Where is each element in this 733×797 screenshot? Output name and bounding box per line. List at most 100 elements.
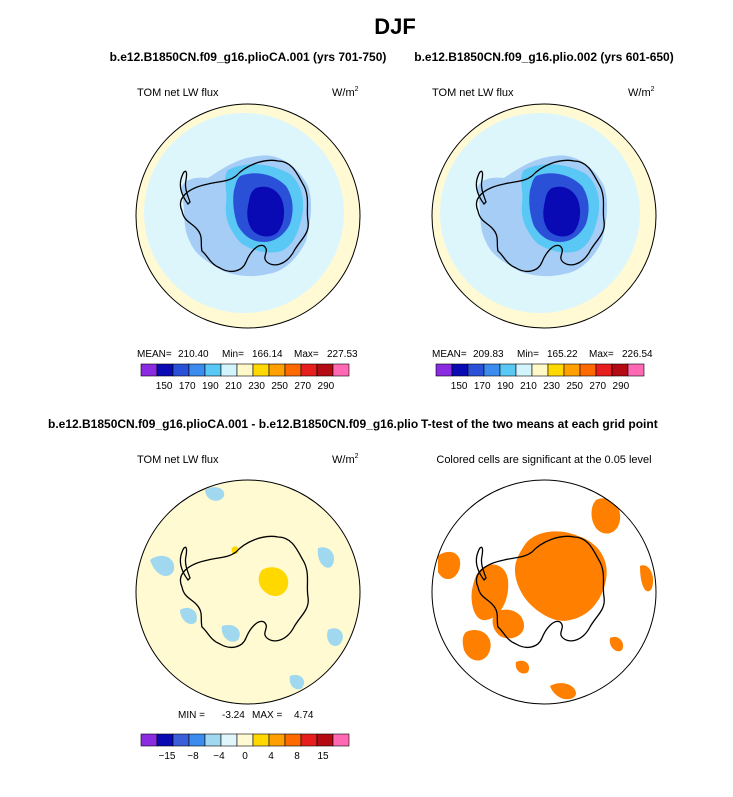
panel-d-significant-cells [438,498,654,700]
panel-c-colorbar-cell [204,733,222,747]
panel-b-variable: TOM net LW flux [432,87,514,99]
panel-d-sig-region [514,531,607,621]
panel-a-min: 166.14 [252,349,283,360]
panel-a-map-border [135,103,361,329]
panel-d-title: T-test of the two means at each grid poi… [421,417,658,431]
panel-c-positive-patches [231,546,289,597]
figure-title: DJF [374,14,416,39]
panel-c-pos-patch [258,567,289,597]
panel-d-sig-region [492,609,524,639]
panel-d: T-test of the two means at each grid poi… [418,415,668,705]
panel-a-colorbar-cell [204,363,222,377]
panel-a-colorbar: 150 170 190 210 230 250 270 290 [140,363,350,392]
panel-c-colorbar-cell [188,733,206,747]
panel-a: b.e12.B1850CN.f09_g16.plioCA.001 (yrs 70… [110,50,387,392]
panel-a-colorbar-cell [332,363,350,377]
panel-b-colorbar-cell [563,363,581,377]
panel-d-sig-region [515,660,530,674]
panel-c-colorbar-cell [172,733,190,747]
panel-a-min-label: Min= [222,349,244,360]
panel-a-colorbar-cell [220,363,238,377]
panel-c-neg-patch [289,674,305,690]
panel-a-colorbar-tick: 230 [248,381,265,392]
panel-b-stats: MEAN= 209.83 Min= 165.22 Max= 226.54 [432,349,653,360]
panel-c-colorbar-tick: 15 [317,751,329,762]
panel-d-sig-region [591,498,621,534]
panel-b-unit: W/m2 [628,86,655,99]
panel-c-variable: TOM net LW flux [137,454,219,466]
panel-b-contour-150 [543,186,581,237]
panel-b-colorbar: 150 170 190 210 230 250 270 290 [435,363,645,392]
panel-a-unit-exp: 2 [355,86,359,93]
panel-a-colorbar-cell [284,363,302,377]
panel-c-colorbar: −15 −8 −4 0 4 8 15 [140,733,350,762]
panel-a-colorbar-tick: 190 [202,381,219,392]
panel-c-title: b.e12.B1850CN.f09_g16.plioCA.001 - b.e12… [48,417,442,431]
panel-a-colorbar-cell [236,363,254,377]
panel-c-max-label: MAX = [252,710,282,721]
panel-a-colorbar-tick: 170 [179,381,196,392]
panel-b-max: 226.54 [622,349,653,360]
panel-c-neg-patch [221,624,240,642]
panel-b-title: b.e12.B1850CN.f09_g16.plio.002 (yrs 601-… [414,50,673,64]
panel-a-colorbar-cell [140,363,158,377]
panel-b-colorbar-cell [435,363,453,377]
panel-b-colorbar-cell [499,363,517,377]
panel-b-colorbar-tick: 210 [520,381,537,392]
panel-a-colorbar-cell [316,363,334,377]
panel-c-colorbar-tick: 8 [294,751,300,762]
panel-c-colorbar-cell [332,733,350,747]
panel-a-unit-base: W/m [332,87,355,99]
panel-c-colorbar-cell [284,733,302,747]
panel-a-colorbar-tick: 270 [294,381,311,392]
panel-a-colorbar-tick: 290 [318,381,335,392]
panel-d-sig-region [438,551,461,580]
panel-c-colorbar-cell [316,733,334,747]
panel-b-colorbar-cell [579,363,597,377]
panel-a-colorbar-cell [156,363,174,377]
panel-a-stats: MEAN= 210.40 Min= 166.14 Max= 227.53 [137,349,358,360]
panel-a-mean-label: MEAN= [137,349,172,360]
panel-a-mean: 210.40 [178,349,209,360]
panel-c-map [136,480,360,704]
panel-b-colorbar-tick: 150 [451,381,468,392]
panel-c-colorbar-tick: −15 [159,751,176,762]
panel-c-background [136,480,360,704]
panel-a-colorbar-cell [252,363,270,377]
panel-d-title-backdrop [418,415,668,433]
panel-c-colorbar-tick: −4 [213,751,225,762]
panel-b-colorbar-tick: 190 [497,381,514,392]
panel-b-colorbar-tick: 290 [613,381,630,392]
panel-b-colorbar-tick: 170 [474,381,491,392]
panel-b-colorbar-cell [515,363,533,377]
panel-c-colorbar-cell [220,733,238,747]
panel-c-colorbar-cell [268,733,286,747]
panel-d-map [432,480,656,704]
panel-b-colorbar-cell [627,363,645,377]
panel-c-colorbar-tick: 0 [242,751,248,762]
panel-d-sig-region [609,636,624,652]
panel-c-negative-patches [150,487,343,690]
panel-c-unit-base: W/m [332,454,355,466]
panel-c-unit-exp: 2 [355,453,359,460]
panel-a-colorbar-cell [188,363,206,377]
panel-c-neg-patch [317,547,335,568]
panel-c-map-border [135,479,361,705]
panel-a-variable: TOM net LW flux [137,87,219,99]
panel-c-neg-patch [150,555,175,576]
panel-c-min-label: MIN = [178,710,205,721]
panel-c-colorbar-cell [236,733,254,747]
panel-c-colorbar-tick: 4 [268,751,274,762]
panel-c-colorbar-cell [156,733,174,747]
panel-a-colorbar-cell [300,363,318,377]
panel-a-colorbar-tick: 250 [271,381,288,392]
panel-d-sig-region [550,683,576,700]
panel-c-min: -3.24 [222,710,245,721]
panel-b-map-border [431,103,657,329]
panel-a-colorbar-cell [268,363,286,377]
panel-b-colorbar-cell [595,363,613,377]
panel-b-mean: 209.83 [473,349,504,360]
panel-b-max-label: Max= [589,349,614,360]
panel-c-pos-patch [231,546,239,555]
panel-b-colorbar-cell [451,363,469,377]
